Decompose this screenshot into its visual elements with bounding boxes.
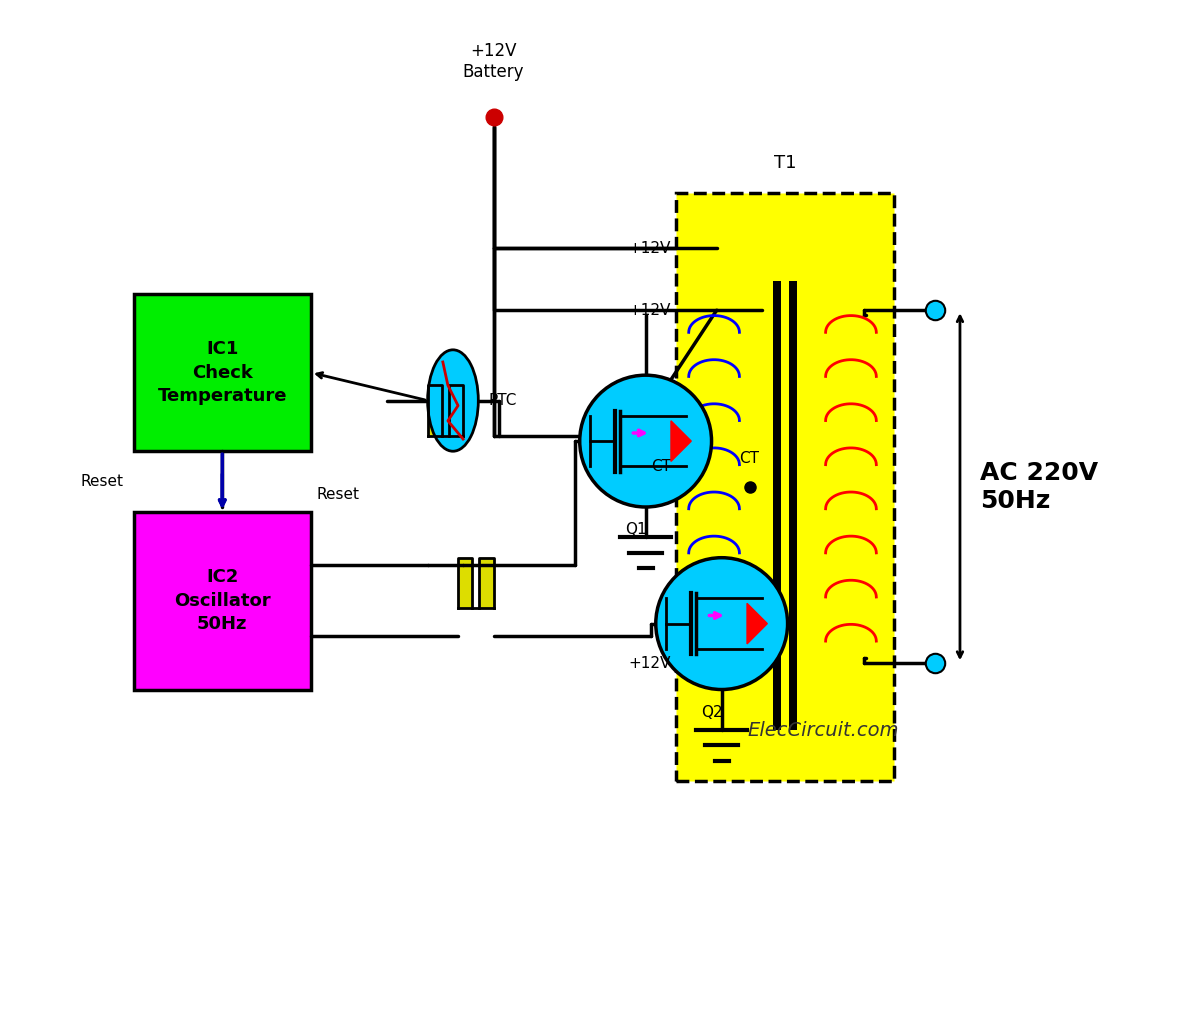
Text: AC 220V
50Hz: AC 220V 50Hz — [980, 460, 1098, 513]
Circle shape — [655, 558, 787, 690]
Text: +12V: +12V — [629, 241, 671, 256]
Text: PTC: PTC — [488, 393, 517, 408]
Text: IC1
Check
Temperature: IC1 Check Temperature — [157, 340, 287, 406]
FancyBboxPatch shape — [133, 294, 311, 451]
Text: Reset: Reset — [316, 487, 359, 502]
FancyBboxPatch shape — [133, 512, 311, 690]
Text: Q1: Q1 — [625, 522, 647, 537]
Polygon shape — [671, 421, 691, 461]
Text: Q2: Q2 — [701, 705, 722, 720]
Text: +12V: +12V — [629, 303, 671, 317]
Text: CT: CT — [739, 451, 760, 466]
FancyBboxPatch shape — [788, 281, 797, 730]
Text: +12V
Battery: +12V Battery — [463, 43, 524, 81]
Text: Reset: Reset — [80, 475, 124, 489]
Polygon shape — [748, 603, 767, 644]
Text: ElecCircuit.com: ElecCircuit.com — [748, 721, 899, 739]
Text: T1: T1 — [774, 154, 797, 172]
Text: CT: CT — [650, 459, 671, 474]
Ellipse shape — [427, 350, 479, 451]
Bar — [676, 193, 894, 781]
Circle shape — [580, 375, 712, 507]
Text: IC2
Oscillator
50Hz: IC2 Oscillator 50Hz — [174, 568, 270, 634]
FancyBboxPatch shape — [773, 281, 781, 730]
Text: +12V: +12V — [629, 656, 671, 670]
